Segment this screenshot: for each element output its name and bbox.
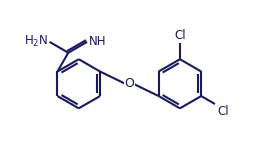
Text: NH: NH [89, 35, 106, 48]
Text: O: O [124, 77, 134, 90]
Text: Cl: Cl [174, 29, 186, 42]
Text: H$_2$N: H$_2$N [24, 34, 48, 49]
Text: Cl: Cl [217, 105, 229, 118]
